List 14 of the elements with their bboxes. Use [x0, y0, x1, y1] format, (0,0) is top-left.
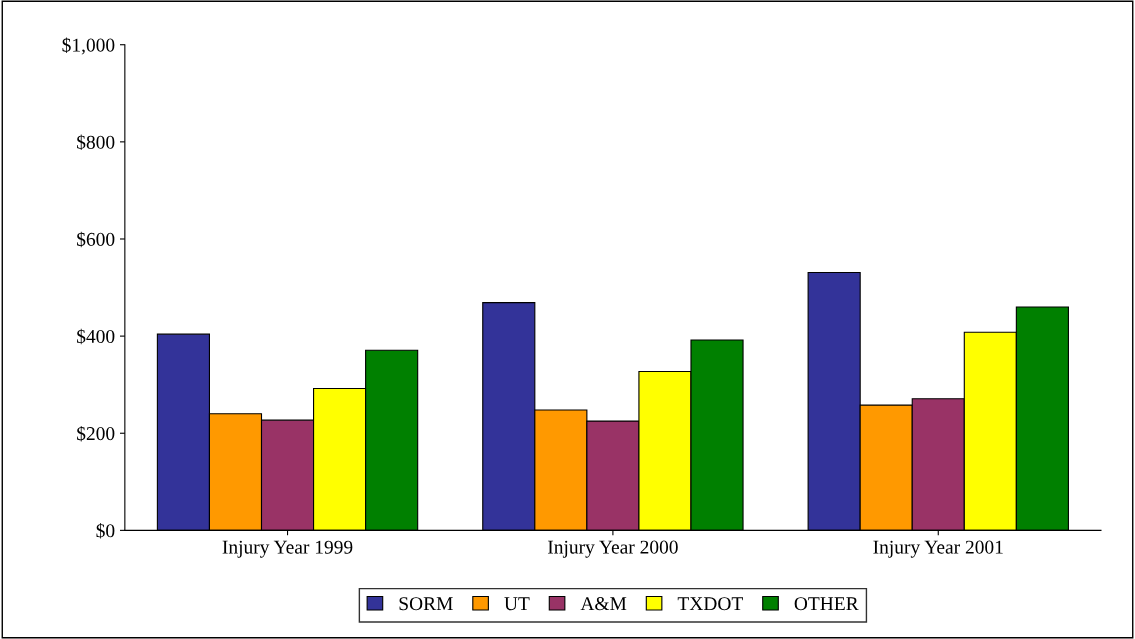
y-tick-label: $600	[77, 231, 115, 248]
x-tick-label: Injury Year 2000	[547, 540, 678, 558]
legend-label: TXDOT	[677, 597, 743, 611]
legend-label: A&M	[580, 597, 627, 611]
y-tick-label: $800	[77, 134, 115, 151]
y-tick-label: $200	[77, 425, 115, 442]
y-tick-label: $400	[77, 328, 115, 345]
x-tick-label: Injury Year 2001	[873, 540, 1003, 558]
legend-label: UT	[504, 597, 530, 611]
legend-label: OTHER	[794, 597, 859, 611]
legend-label: SORM	[399, 597, 453, 611]
y-tick-label: $1,000	[62, 37, 115, 55]
x-tick-label: Injury Year 1999	[222, 540, 353, 558]
y-tick-label: $0	[96, 523, 115, 539]
